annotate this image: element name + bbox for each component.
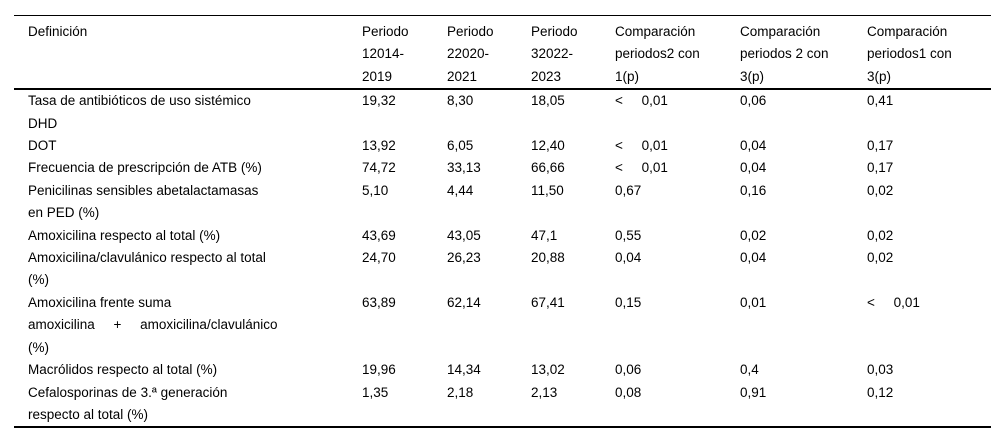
value-cell: 6,05 bbox=[447, 138, 474, 154]
table-row: Amoxicilina/clavulánico respecto al tota… bbox=[14, 247, 991, 292]
value-cell: 47,1 bbox=[531, 227, 558, 243]
value-cell: 0,02 bbox=[867, 182, 894, 198]
table-row: Amoxicilina respecto al total (%) 43,69 … bbox=[14, 225, 991, 247]
value-cell: 66,66 bbox=[531, 160, 565, 176]
value-cell: 0,55 bbox=[615, 227, 642, 243]
value-cell: 67,41 bbox=[531, 294, 565, 310]
value-cell: 2,13 bbox=[531, 384, 558, 400]
value-cell: 0,91 bbox=[740, 384, 767, 400]
definition-cell: Penicilinas sensibles abetalactamasas en… bbox=[28, 182, 259, 221]
header-row: Definición Periodo 12014- 2019 Periodo 2… bbox=[14, 15, 991, 91]
value-cell: 0,17 bbox=[867, 138, 894, 154]
definition-cell: DOT bbox=[28, 138, 57, 154]
value-cell: 0,02 bbox=[740, 227, 767, 243]
value-cell: 0,04 bbox=[740, 160, 767, 176]
value-cell: 14,34 bbox=[447, 362, 481, 378]
value-cell: 0,04 bbox=[740, 138, 767, 154]
value-cell: 2,18 bbox=[447, 384, 474, 400]
value-cell: 74,72 bbox=[362, 160, 396, 176]
value-cell: 43,69 bbox=[362, 227, 396, 243]
value-cell: 0,01 bbox=[740, 294, 767, 310]
value-cell: 33,13 bbox=[447, 160, 481, 176]
table-row: Tasa de antibióticos de uso sistémico DH… bbox=[14, 89, 991, 135]
value-cell: < 0,01 bbox=[615, 93, 668, 109]
value-cell: 0,15 bbox=[615, 294, 642, 310]
value-cell: 0,12 bbox=[867, 384, 894, 400]
value-cell: < 0,01 bbox=[615, 160, 668, 176]
value-cell: 43,05 bbox=[447, 227, 481, 243]
table-row: Cefalosporinas de 3.ª generación respect… bbox=[14, 382, 991, 428]
value-cell: 8,30 bbox=[447, 93, 474, 109]
value-cell: 0,02 bbox=[867, 227, 894, 243]
value-cell: 0,06 bbox=[740, 93, 767, 109]
value-cell: 63,89 bbox=[362, 294, 396, 310]
definition-cell: Amoxicilina respecto al total (%) bbox=[28, 227, 221, 243]
value-cell: 0,04 bbox=[615, 250, 642, 266]
value-cell: 0,08 bbox=[615, 384, 642, 400]
value-cell: 13,92 bbox=[362, 138, 396, 154]
value-cell: 1,35 bbox=[362, 384, 389, 400]
table-row: Amoxicilina frente suma amoxicilina + am… bbox=[14, 292, 991, 359]
value-cell: 26,23 bbox=[447, 250, 481, 266]
column-header-period-3: Periodo 32022- 2023 bbox=[531, 15, 615, 91]
table-header: Definición Periodo 12014- 2019 Periodo 2… bbox=[14, 15, 991, 91]
value-cell: 18,05 bbox=[531, 93, 565, 109]
table-row: Frecuencia de prescripción de ATB (%) 74… bbox=[14, 157, 991, 179]
definition-cell: Cefalosporinas de 3.ª generación respect… bbox=[28, 384, 228, 422]
column-header-definition: Definición bbox=[14, 15, 362, 91]
column-header-comparison-1-3: Comparación periodos1 con 3(p) bbox=[867, 15, 991, 91]
table-body: Tasa de antibióticos de uso sistémico DH… bbox=[14, 89, 991, 427]
value-cell: 12,40 bbox=[531, 138, 565, 154]
value-cell: 0,02 bbox=[867, 250, 894, 266]
column-header-period-2: Periodo 22020- 2021 bbox=[447, 15, 531, 91]
value-cell: 0,16 bbox=[740, 182, 767, 198]
value-cell: 62,14 bbox=[447, 294, 481, 310]
value-cell: 0,4 bbox=[740, 362, 759, 378]
definition-cell: Tasa de antibióticos de uso sistémico DH… bbox=[28, 93, 251, 131]
value-cell: 4,44 bbox=[447, 182, 474, 198]
value-cell: 0,17 bbox=[867, 160, 894, 176]
column-header-comparison-2-1: Comparación periodos2 con 1(p) bbox=[615, 15, 740, 91]
value-cell: < 0,01 bbox=[867, 294, 920, 310]
value-cell: 19,32 bbox=[362, 93, 396, 109]
definition-cell: Macrólidos respecto al total (%) bbox=[28, 362, 218, 378]
comparison-table: Definición Periodo 12014- 2019 Periodo 2… bbox=[14, 15, 991, 429]
value-cell: 0,04 bbox=[740, 250, 767, 266]
value-cell: 0,06 bbox=[615, 362, 642, 378]
definition-cell: Frecuencia de prescripción de ATB (%) bbox=[28, 160, 262, 176]
definition-cell: Amoxicilina/clavulánico respecto al tota… bbox=[28, 250, 266, 288]
value-cell: 20,88 bbox=[531, 250, 565, 266]
column-header-comparison-2-3: Comparación periodos 2 con 3(p) bbox=[740, 15, 867, 91]
value-cell: 0,67 bbox=[615, 182, 642, 198]
value-cell: 0,03 bbox=[867, 362, 894, 378]
value-cell: 11,50 bbox=[531, 182, 564, 198]
value-cell: 24,70 bbox=[362, 250, 396, 266]
value-cell: 13,02 bbox=[531, 362, 565, 378]
value-cell: 0,41 bbox=[867, 93, 894, 109]
value-cell: 5,10 bbox=[362, 182, 389, 198]
table-row: Penicilinas sensibles abetalactamasas en… bbox=[14, 180, 991, 225]
table-row: Macrólidos respecto al total (%) 19,96 1… bbox=[14, 359, 991, 381]
column-header-period-1: Periodo 12014- 2019 bbox=[362, 15, 447, 91]
table-row: DOT 13,92 6,05 12,40 < 0,01 0,04 0,17 bbox=[14, 135, 991, 157]
table-container: Definición Periodo 12014- 2019 Periodo 2… bbox=[14, 15, 991, 429]
value-cell: 19,96 bbox=[362, 362, 396, 378]
definition-cell: Amoxicilina frente suma amoxicilina + am… bbox=[28, 294, 278, 355]
value-cell: < 0,01 bbox=[615, 138, 668, 154]
